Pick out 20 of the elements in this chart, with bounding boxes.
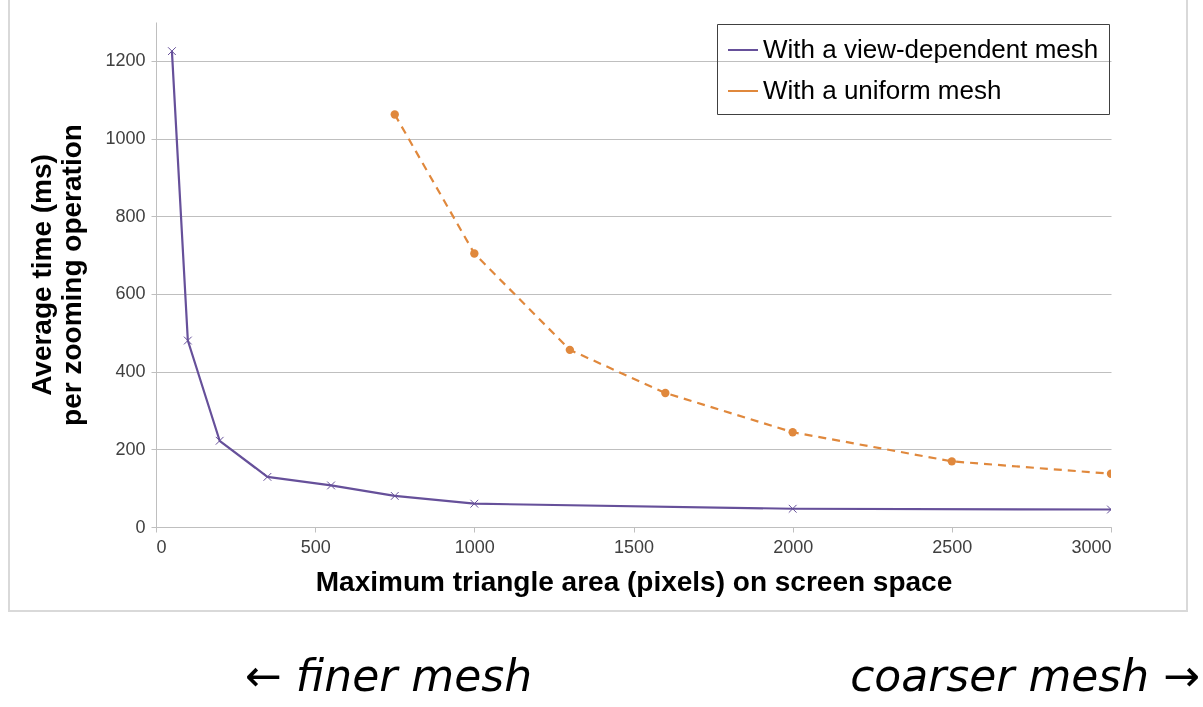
y-tick-label: 400 bbox=[115, 361, 146, 382]
y-axis-title: Average time (ms) per zooming operation bbox=[26, 124, 88, 426]
text: coarser mesh → bbox=[850, 650, 1200, 701]
x-tick-label: 1500 bbox=[613, 536, 655, 557]
y-tick-label: 1200 bbox=[105, 50, 146, 71]
y-tick-label: 1000 bbox=[105, 128, 146, 149]
y-tick-label: 800 bbox=[115, 205, 146, 226]
text: ← finer mesh bbox=[245, 650, 533, 701]
x-tick-label: 2000 bbox=[773, 536, 814, 557]
y-tick-label: 200 bbox=[115, 438, 146, 459]
x-tick-label: 500 bbox=[300, 536, 331, 557]
y-tick-label: 600 bbox=[115, 283, 146, 304]
x-tick-label: 2500 bbox=[932, 536, 973, 557]
legend-label: With a uniform mesh bbox=[763, 75, 1002, 105]
x-tick-label: 1000 bbox=[454, 536, 495, 557]
x-axis-title: Maximum triangle area (pixels) on screen space bbox=[315, 565, 953, 597]
legend-label: With a view-dependent mesh bbox=[763, 34, 1099, 64]
x-tick-label: 3000 bbox=[1071, 536, 1112, 557]
x-tick-label: 0 bbox=[156, 536, 167, 557]
y-tick-label: 0 bbox=[135, 516, 146, 537]
